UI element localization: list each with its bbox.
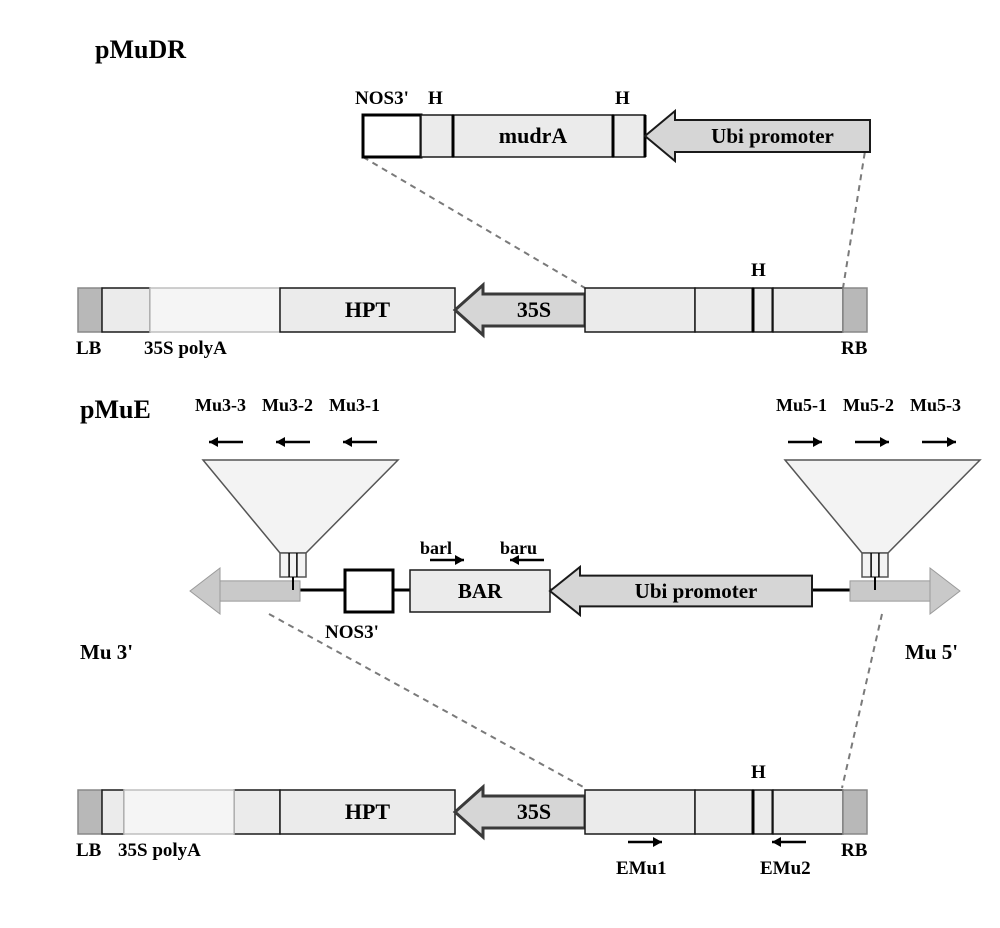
dash-pmue-right xyxy=(842,614,882,788)
mu3_1-label: Mu3-1 xyxy=(329,395,380,416)
mu3-arrow-stem xyxy=(220,581,300,601)
rb-box-2 xyxy=(843,790,867,834)
lb-box-1 xyxy=(78,288,102,332)
hpt-label-2: HPT xyxy=(345,799,391,824)
rb-box-1 xyxy=(843,288,867,332)
mu3_2-arrow-head xyxy=(276,437,285,447)
mu3_3-label: Mu3-3 xyxy=(195,395,246,416)
polya-box-1 xyxy=(150,288,280,332)
mu5_2-label: Mu5-2 xyxy=(843,395,894,416)
h2-box xyxy=(613,115,645,157)
mid1-1 xyxy=(585,288,695,332)
mu5-arrow xyxy=(930,568,960,614)
lb-label-1: LB xyxy=(76,338,101,360)
h-box-2 xyxy=(753,790,773,834)
mid1-2 xyxy=(585,790,695,834)
baru-label: baru xyxy=(500,538,537,559)
nos3-label-1: NOS3' xyxy=(355,88,409,110)
mid3-1 xyxy=(773,288,843,332)
mu5_1-label: Mu5-1 xyxy=(776,395,827,416)
rb-label-2: RB xyxy=(841,840,867,862)
s35-label-1: 35S xyxy=(517,297,551,322)
mu3-arrow xyxy=(190,568,220,614)
mid2-2 xyxy=(695,790,753,834)
funnel-right xyxy=(785,460,980,553)
emu2-label: EMu2 xyxy=(760,858,811,880)
dash-pmudr-left xyxy=(363,157,585,288)
title-pmudr: pMuDR xyxy=(95,35,186,65)
h-label-2: H xyxy=(751,762,766,784)
mid2-1 xyxy=(695,288,753,332)
rb-label-1: RB xyxy=(841,338,867,360)
gap1-1 xyxy=(102,288,150,332)
polya-box-2 xyxy=(124,790,234,834)
mu5_3-arrow-head xyxy=(947,437,956,447)
funnel-left-stem xyxy=(280,553,306,577)
funnel-left xyxy=(203,460,398,553)
lb-box-2 xyxy=(78,790,102,834)
nos3-label-2: NOS3' xyxy=(325,622,379,644)
emu1-label: EMu1 xyxy=(616,858,667,880)
mu5-label: Mu 5' xyxy=(905,640,958,665)
emu1-arrow-head xyxy=(653,837,662,847)
mu3_1-arrow-head xyxy=(343,437,352,447)
h1-box xyxy=(421,115,453,157)
hpt-label-1: HPT xyxy=(345,297,391,322)
mu5-arrow-stem xyxy=(850,581,930,601)
mu5_3-label: Mu5-3 xyxy=(910,395,961,416)
ubi-label-2: Ubi promoter xyxy=(635,579,758,603)
bar-label: BAR xyxy=(458,579,503,603)
nos3-box xyxy=(363,115,421,157)
mid3-2 xyxy=(773,790,843,834)
barl-arrow-head xyxy=(455,555,464,565)
h-box-1 xyxy=(753,288,773,332)
funnel-right-stem xyxy=(862,553,888,577)
polya-label-2: 35S polyA xyxy=(118,840,201,862)
mu5_2-arrow-head xyxy=(880,437,889,447)
h-label-1b: H xyxy=(615,88,630,110)
gap1-2 xyxy=(102,790,124,834)
mu3_3-arrow-head xyxy=(209,437,218,447)
emu2-arrow-head xyxy=(772,837,781,847)
h-label-1a: H xyxy=(428,88,443,110)
ubi-label-1: Ubi promoter xyxy=(711,124,834,148)
h-label-1: H xyxy=(751,260,766,282)
mu3-label: Mu 3' xyxy=(80,640,133,665)
dash-pmue-left xyxy=(269,614,585,788)
mu3_2-label: Mu3-2 xyxy=(262,395,313,416)
mu5_1-arrow-head xyxy=(813,437,822,447)
gap2-2 xyxy=(234,790,280,834)
lb-label-2: LB xyxy=(76,840,101,862)
barl-label: barl xyxy=(420,538,452,559)
title-pmue: pMuE xyxy=(80,395,151,425)
mudra-label: mudrA xyxy=(499,123,568,148)
nos3-box-2 xyxy=(345,570,393,612)
s35-label-2: 35S xyxy=(517,799,551,824)
polya-label-1: 35S polyA xyxy=(144,338,227,360)
